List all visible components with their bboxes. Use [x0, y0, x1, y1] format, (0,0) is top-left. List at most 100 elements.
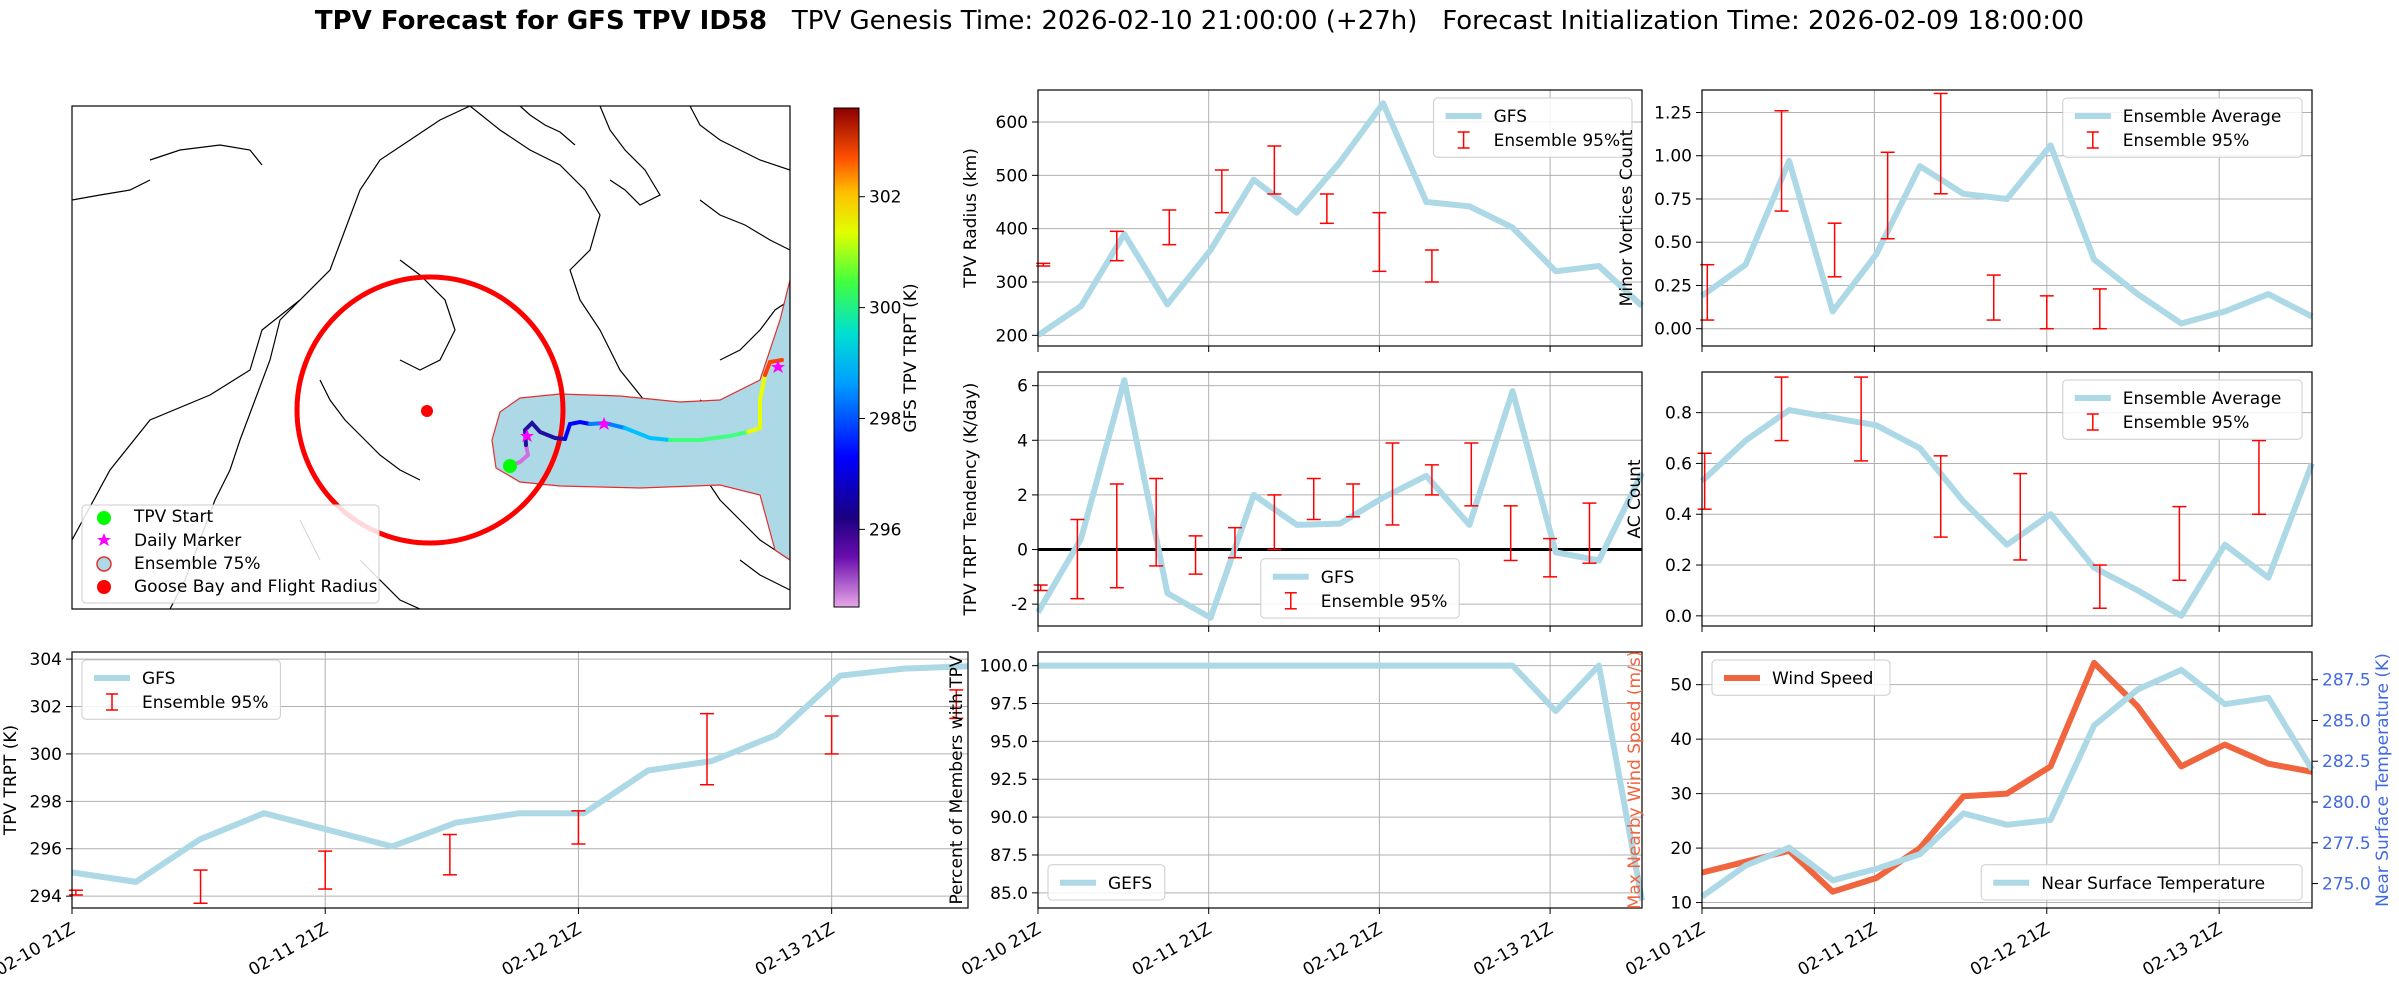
error-bar	[571, 810, 586, 845]
trpt-ylabel: TPV TRPT (K)	[1, 725, 21, 836]
legend-entry: GFS	[1494, 107, 1527, 127]
minor-legend: Ensemble Average Ensemble 95%	[2062, 97, 2303, 158]
legend-goose-bay-icon	[97, 580, 111, 594]
ac-legend: Ensemble Average Ensemble 95%	[2062, 379, 2303, 440]
trpt-tendency-panel: -2 0 2 4 6 TPV TRPT Tendency (K/day) GFS Ensemb…	[961, 371, 1645, 632]
y-tick-label: 298	[30, 792, 62, 812]
legend-entry: GFS	[1321, 568, 1354, 588]
legend-entry: Wind Speed	[1772, 669, 1873, 689]
y-tick-label: -2	[1011, 595, 1028, 615]
legend-entry: GEFS	[1108, 874, 1152, 894]
y-tick-label: 0.4	[1665, 505, 1692, 525]
daily-marker-2	[597, 417, 611, 430]
radius-legend: GFS Ensemble 95%	[1433, 97, 1633, 158]
legend-entry: Ensemble 95%	[2123, 131, 2250, 151]
error-bar	[1149, 477, 1164, 567]
minor-vortices-panel: 0.00 0.25 0.50 0.75 1.00 1.25 Minor Vortices C…	[1617, 89, 2314, 352]
y-tick-label: 200	[996, 326, 1028, 346]
y-tick-label: 300	[30, 745, 62, 765]
y-tick-label: 0.2	[1665, 556, 1692, 576]
flight-radius-circle	[294, 274, 566, 546]
wind-series-0	[1701, 659, 2313, 895]
x-tick-label: 02-10 21Z	[958, 919, 1044, 980]
error-bar	[1267, 494, 1282, 551]
y-tick-label: 600	[996, 113, 1028, 133]
colorbar-tick-label: 298	[869, 409, 901, 429]
y-tick-label: 4	[1017, 431, 1028, 451]
y-tick-label: 0.8	[1665, 404, 1692, 424]
error-bar	[442, 833, 457, 876]
colorbar-tick-label: 302	[869, 188, 901, 208]
error-bar	[949, 689, 964, 720]
error-bar	[1986, 274, 2001, 321]
map-legend-2: Ensemble 75%	[134, 554, 261, 574]
error-bar	[1109, 230, 1124, 262]
minor-series-0	[1700, 142, 2314, 327]
error-bar	[2013, 472, 2028, 561]
radius-series-0	[1036, 100, 1645, 338]
colorbar-tick-label: 300	[869, 299, 901, 319]
error-bar	[2251, 439, 2266, 515]
members-panel: 85.0 87.5 90.0 92.5 95.0 97.5 100.0 02-10 21Z 02…	[947, 651, 1645, 980]
y-tick-label: 92.5	[990, 770, 1028, 790]
legend-entry: Ensemble 95%	[142, 693, 269, 713]
wind-series-1	[1700, 666, 2315, 900]
y-tick-label: 302	[30, 698, 62, 718]
error-bar	[1933, 455, 1948, 538]
trpt-series-0	[71, 663, 969, 885]
wind-ylabel2: Near Surface Temperature (K)	[2373, 653, 2393, 907]
y-tick-label: 1.25	[1654, 103, 1692, 123]
minor-frame	[1701, 89, 2313, 347]
error-bar	[1319, 193, 1334, 225]
x-tick-label: 02-12 21Z	[1967, 919, 2053, 980]
y2-tick-label: 285.0	[2322, 711, 2371, 731]
x-tick-label: 02-11 21Z	[245, 919, 331, 980]
x-tick-label: 02-13 21Z	[752, 919, 838, 980]
members-frame	[1037, 651, 1643, 909]
error-bar	[1827, 222, 1842, 278]
ac-frame	[1701, 371, 2313, 627]
x-tick-label: 02-11 21Z	[1129, 919, 1215, 980]
wind-frame	[1701, 651, 2313, 909]
trpt_tend-legend: GFS Ensemble 95%	[1260, 558, 1460, 619]
legend-daily-marker-icon	[97, 533, 111, 546]
error-bar	[1700, 263, 1715, 321]
error-bar	[824, 715, 839, 755]
error-bar	[1372, 211, 1387, 273]
wind-legend: Wind Speed	[1711, 659, 1891, 696]
error-bar	[1346, 483, 1361, 518]
members-ylabel: Percent of Members with TPV	[947, 655, 967, 904]
figure-title-rest: TPV Genesis Time: 2026-02-10 21:00:00 (+…	[791, 6, 2085, 36]
error-bar	[1109, 483, 1124, 589]
y2-tick-label: 277.5	[2322, 834, 2371, 854]
error-bar	[2039, 295, 2054, 330]
y-tick-label: 20	[1670, 839, 1692, 859]
error-bar	[1854, 376, 1869, 462]
trpt_tend-ylabel: TPV TRPT Tendency (K/day)	[961, 383, 981, 617]
legend-entry: Ensemble 95%	[1321, 592, 1448, 612]
error-bar	[2172, 505, 2187, 582]
error-bar	[193, 869, 208, 905]
colorbar-tick-label: 296	[869, 520, 901, 540]
ensemble-75-region	[491, 279, 790, 561]
colorbar-ticks: 296 298 300 302	[859, 188, 901, 540]
colorbar: 296 298 300 302 GFS TPV TRPT (K)	[833, 107, 921, 608]
error-bar	[1503, 505, 1518, 562]
figure-title-bold: TPV Forecast for GFS TPV ID58	[314, 6, 768, 36]
legend-entry: Ensemble 95%	[1494, 131, 1621, 151]
y-tick-label: 30	[1670, 785, 1692, 805]
legend-ensemble-75-icon	[96, 556, 112, 572]
legend-entry: Ensemble Average	[2123, 107, 2282, 127]
error-bar	[1162, 209, 1177, 246]
error-bar	[1424, 464, 1439, 496]
x-tick-label: 02-13 21Z	[2139, 919, 2225, 980]
error-bar	[1582, 502, 1597, 564]
ac-series-0	[1699, 407, 2315, 619]
x-tick-label: 02-13 21Z	[1470, 919, 1556, 980]
legend-entry: GFS	[142, 669, 175, 689]
map-frame	[71, 105, 791, 610]
y-tick-label: 0.50	[1654, 233, 1692, 253]
trpt_tend-series-0	[1035, 377, 1645, 621]
colorbar-label: GFS TPV TRPT (K)	[901, 283, 921, 432]
trpt-legend: GFS Ensemble 95%	[81, 659, 281, 720]
